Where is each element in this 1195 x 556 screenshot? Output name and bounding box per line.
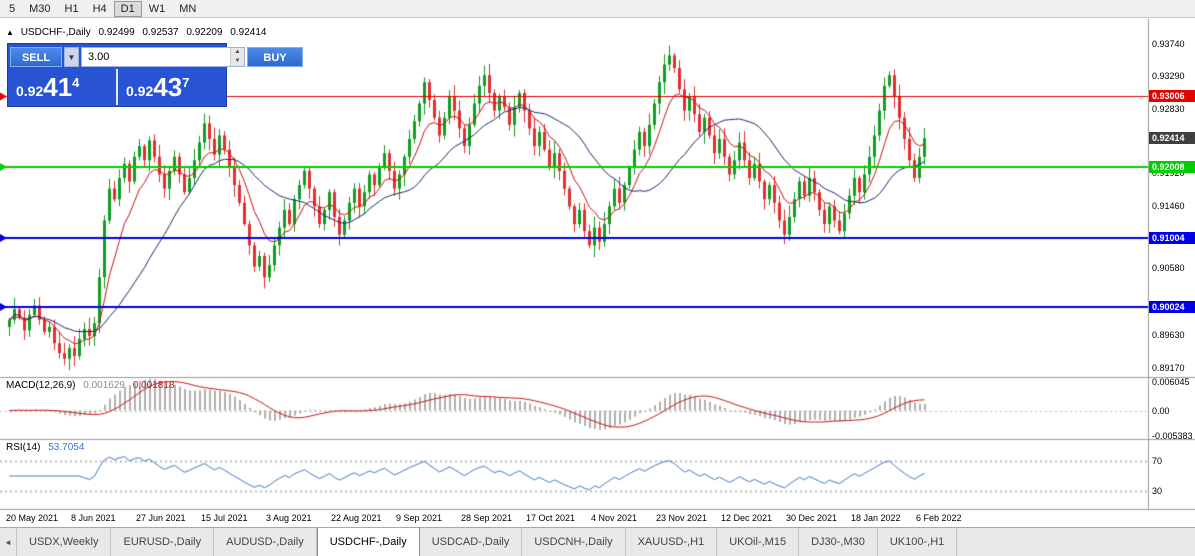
- tab-usdcnh-daily[interactable]: USDCNH-,Daily: [522, 528, 626, 556]
- arrow-left-icon: ◄: [4, 537, 12, 547]
- sell-price-main: 41: [43, 72, 73, 102]
- buy-price-main: 43: [153, 72, 183, 102]
- date-axis-label: 8 Jun 2021: [71, 513, 116, 523]
- macd-axis-label: -0.005383: [1152, 430, 1193, 441]
- chevron-down-icon: ▼: [67, 52, 76, 62]
- buy-price-pipette: 7: [182, 75, 190, 90]
- tab-eurusd-daily[interactable]: EURUSD-,Daily: [111, 528, 215, 556]
- current-price-tag: 0.92414: [1149, 132, 1195, 144]
- rsi-title: RSI(14): [6, 442, 41, 453]
- tab-scroll-left-button[interactable]: ◄: [0, 528, 17, 556]
- volume-dropdown-button[interactable]: ▼: [64, 47, 79, 67]
- tab-usdcad-daily[interactable]: USDCAD-,Daily: [420, 528, 523, 556]
- buy-button[interactable]: BUY: [247, 47, 303, 67]
- timeframe-button-5[interactable]: 5: [9, 2, 16, 15]
- sell-price-pipette: 4: [72, 75, 80, 90]
- date-axis-label: 22 Aug 2021: [331, 513, 382, 523]
- date-axis-label: 15 Jul 2021: [201, 513, 248, 523]
- date-axis-label: 27 Jun 2021: [136, 513, 186, 523]
- date-axis-label: 30 Dec 2021: [786, 513, 838, 523]
- ohlc-high: 0.92537: [142, 27, 179, 38]
- volume-spinner: ▲ ▼: [230, 48, 244, 66]
- ohlc-open: 0.92499: [98, 27, 135, 38]
- rsi-indicator-label: RSI(14) 53.7054: [6, 442, 89, 453]
- date-axis-label: 12 Dec 2021: [721, 513, 773, 523]
- rsi-value: 53.7054: [48, 442, 85, 453]
- macd-axis-label: 0.006045: [1152, 377, 1190, 387]
- level-price-tag: 0.90024: [1149, 301, 1195, 314]
- sell-price-display[interactable]: 0.92 41 4: [8, 69, 116, 105]
- price-divider: [116, 69, 118, 105]
- buy-price-display[interactable]: 0.92 43 7: [118, 69, 226, 105]
- tab-audusd-daily[interactable]: AUDUSD-,Daily: [214, 528, 317, 556]
- timeframe-button-m30[interactable]: M30: [29, 2, 51, 15]
- rsi-axis-label: 70: [1152, 456, 1163, 466]
- level-price-tag: 0.91004: [1149, 231, 1195, 244]
- price-axis-label: 0.91920: [1152, 168, 1185, 179]
- timeframe-button-d1[interactable]: D1: [113, 0, 142, 17]
- price-axis-label: 0.93290: [1152, 70, 1185, 81]
- level-price-tag: 0.92008: [1149, 160, 1195, 173]
- sell-price-prefix: 0.92: [16, 83, 44, 99]
- date-axis-label: 9 Sep 2021: [396, 513, 443, 523]
- price-axis-label: 0.89170: [1152, 363, 1185, 373]
- sell-button[interactable]: SELL: [10, 47, 62, 67]
- date-axis-label: 6 Feb 2022: [916, 513, 962, 523]
- macd-axis-label: 0.00: [1152, 405, 1170, 416]
- timeframe-button-w1[interactable]: W1: [148, 2, 166, 15]
- price-axis-label: 0.89630: [1152, 330, 1185, 341]
- timeframe-button-mn[interactable]: MN: [179, 2, 197, 15]
- timeframe-button-h1[interactable]: H1: [64, 2, 79, 15]
- volume-input[interactable]: [82, 48, 230, 66]
- symbol-period-label: USDCHF-,Daily: [20, 27, 91, 38]
- volume-increase-button[interactable]: ▲: [231, 48, 244, 57]
- tab-usdchf-daily[interactable]: USDCHF-,Daily: [316, 528, 420, 556]
- date-axis-label: 20 May 2021: [6, 513, 59, 523]
- timeframe-toolbar: 5 M30 H1 H4 D1 W1 MN: [0, 0, 1195, 18]
- chart-info-line: ▲ USDCHF-,Daily 0.92499 0.92537 0.92209 …: [6, 27, 271, 38]
- tab-uk100-h1[interactable]: UK100-,H1: [878, 528, 958, 556]
- symbol-tabbar: ◄ USDX,Weekly EURUSD-,Daily AUDUSD-,Daily U…: [0, 527, 1195, 556]
- date-axis-label: 23 Nov 2021: [656, 513, 708, 523]
- tab-dj30-m30[interactable]: DJ30-,M30: [799, 528, 878, 556]
- macd-signal-value: 0.001818: [132, 380, 175, 391]
- price-axis-label: 0.92830: [1152, 103, 1185, 114]
- volume-box: ▲ ▼: [81, 47, 245, 67]
- price-axis[interactable]: 0.93740 0.93290 0.92830 0.91920 0.91460 0.905…: [1149, 19, 1195, 511]
- level-price-tag: 0.93006: [1149, 90, 1195, 103]
- buy-price-prefix: 0.92: [126, 83, 154, 99]
- price-axis-label: 0.93740: [1152, 39, 1185, 49]
- date-axis-label: 28 Sep 2021: [461, 513, 513, 523]
- ohlc-close: 0.92414: [230, 27, 267, 38]
- macd-indicator-label: MACD(12,26,9) 0.001629 0.001818: [6, 380, 179, 391]
- ohlc-low: 0.92209: [186, 27, 223, 38]
- date-axis-label: 18 Jan 2022: [851, 513, 901, 523]
- collapse-trade-panel-icon[interactable]: ▲: [6, 28, 14, 37]
- tab-ukoil-m15[interactable]: UKOil-,M15: [717, 528, 800, 556]
- rsi-axis-label: 30: [1152, 486, 1163, 496]
- macd-title: MACD(12,26,9): [6, 380, 76, 391]
- tabs-container: USDX,Weekly EURUSD-,Daily AUDUSD-,Daily USD…: [17, 528, 1195, 556]
- date-axis-label: 17 Oct 2021: [526, 513, 576, 523]
- volume-decrease-button[interactable]: ▼: [231, 57, 244, 66]
- tab-xauusd-h1[interactable]: XAUUSD-,H1: [626, 528, 718, 556]
- macd-main-value: 0.001629: [83, 380, 125, 391]
- date-axis-label: 4 Nov 2021: [591, 513, 638, 523]
- price-axis-label: 0.90580: [1152, 263, 1185, 274]
- price-axis-label: 0.91460: [1152, 200, 1185, 211]
- date-axis[interactable]: 20 May 2021 8 Jun 2021 27 Jun 2021 15 Jul 2…: [0, 511, 1195, 527]
- date-axis-label: 3 Aug 2021: [266, 513, 312, 523]
- timeframe-button-h4[interactable]: H4: [92, 2, 107, 15]
- tab-usdx-weekly[interactable]: USDX,Weekly: [17, 528, 112, 556]
